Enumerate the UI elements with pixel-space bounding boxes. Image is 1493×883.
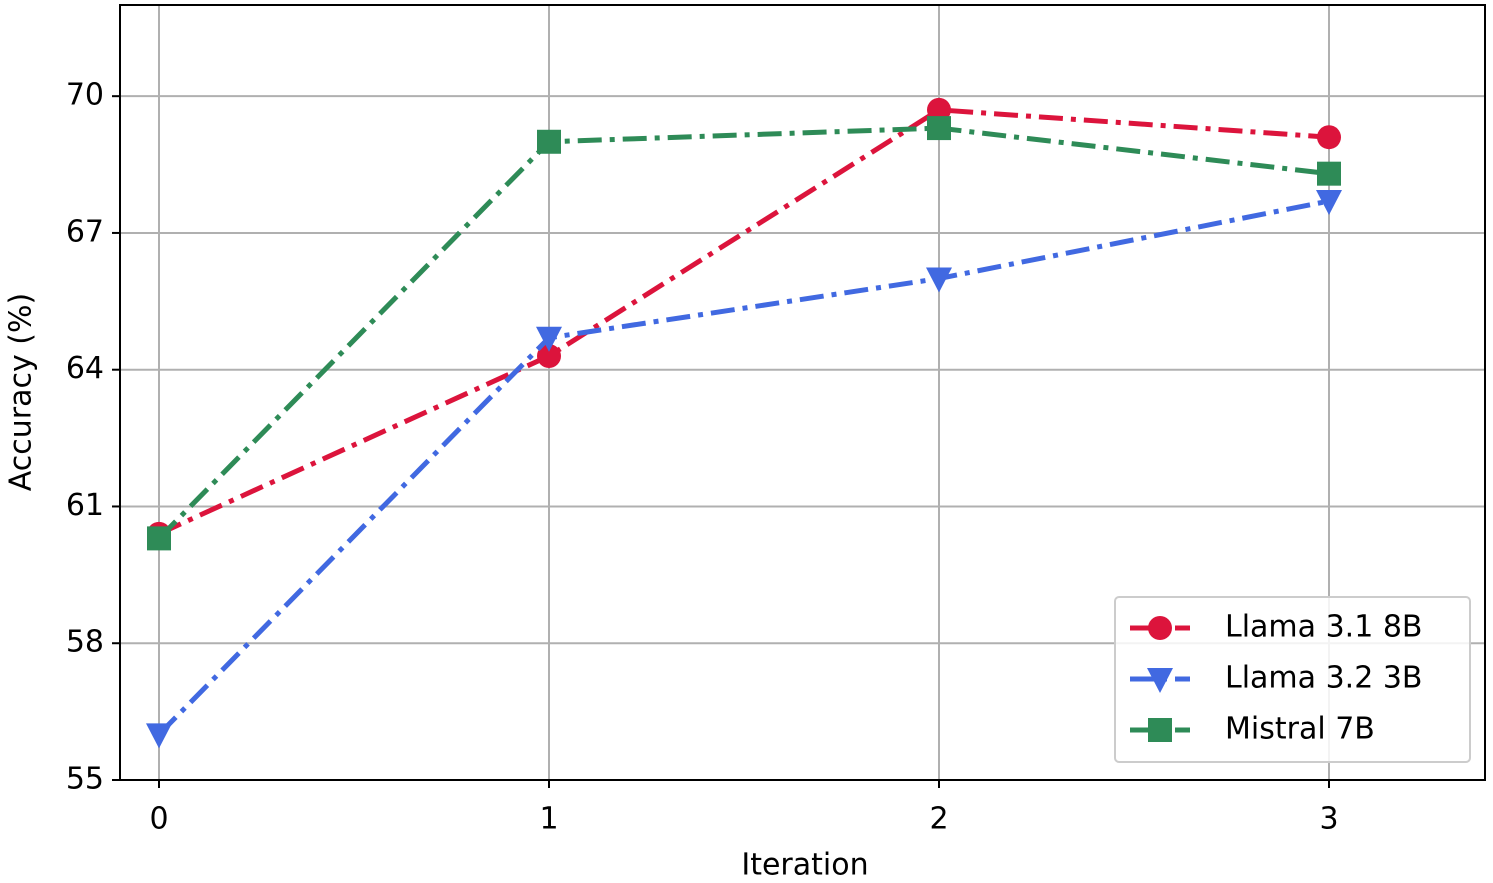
data-point (147, 526, 171, 551)
y-tick-label: 67 (66, 214, 104, 249)
legend-label: Mistral 7B (1225, 712, 1375, 747)
x-tick-label: 0 (149, 802, 168, 837)
data-point (537, 129, 561, 154)
y-axis-label: Accuracy (%) (4, 293, 39, 491)
data-point (146, 723, 172, 749)
data-point (1317, 125, 1341, 150)
y-tick-label: 55 (66, 762, 104, 797)
data-point (1317, 161, 1341, 186)
legend-label: Llama 3.2 3B (1225, 661, 1423, 696)
legend-marker (1148, 616, 1172, 640)
y-tick-label: 58 (66, 625, 104, 660)
x-tick-label: 2 (929, 802, 948, 837)
series-line (157, 107, 1330, 537)
data-point (927, 116, 951, 141)
legend-box (1114, 596, 1471, 763)
x-axis-label: Iteration (741, 848, 868, 883)
data-point (537, 344, 561, 369)
legend-marker (1148, 718, 1172, 742)
data-point (1316, 190, 1342, 216)
y-tick-label: 70 (66, 78, 104, 113)
y-tick-label: 64 (66, 351, 104, 386)
data-point (926, 267, 952, 293)
data-point (536, 326, 562, 352)
x-tick-label: 3 (1319, 802, 1338, 837)
data-point (927, 97, 951, 122)
legend-marker (1147, 668, 1173, 693)
series-line (157, 125, 1330, 541)
plot-frame (119, 4, 1486, 781)
series-line (157, 198, 1330, 737)
y-tick-label: 61 (66, 488, 104, 523)
x-tick-label: 1 (539, 802, 558, 837)
legend-label: Llama 3.1 8B (1225, 610, 1423, 645)
legend (1114, 596, 1471, 763)
